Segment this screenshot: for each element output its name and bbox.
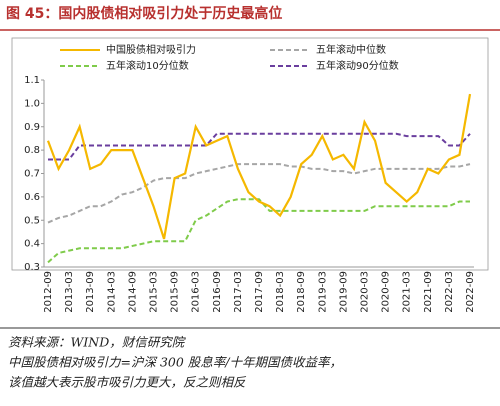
legend-label: 中国股债相对吸引力 — [106, 43, 196, 56]
y-tick-label: 0.9 — [24, 122, 40, 133]
x-tick-label: 2018-09 — [296, 271, 307, 313]
x-tick-label: 2012-09 — [43, 271, 54, 313]
series-line — [47, 163, 471, 224]
x-tick-label: 2015-09 — [170, 271, 181, 313]
y-tick-label: 0.7 — [24, 169, 40, 180]
y-tick-label: 0.3 — [24, 262, 40, 273]
x-tick-label: 2013-09 — [85, 271, 96, 313]
x-tick-label: 2013-03 — [64, 271, 75, 313]
legend-label: 五年滚动中位数 — [316, 43, 386, 56]
series-line — [48, 132, 471, 161]
source: 资料来源：WIND，财信研究院 — [8, 335, 187, 350]
note: 该值越大表示股市吸引力更大，反之则相反 — [8, 375, 247, 390]
y-tick-label: 0.5 — [24, 215, 40, 226]
x-tick-label: 2020-09 — [381, 271, 392, 313]
x-tick-label: 2016-09 — [212, 271, 223, 313]
x-tick-label: 2020-03 — [360, 271, 371, 313]
note: 中国股债相对吸引力=沪深 300 股息率/十年期国债收益率， — [8, 355, 342, 370]
series-line — [47, 198, 470, 264]
legend-label: 五年滚动10分位数 — [106, 59, 189, 72]
y-tick-label: 0.4 — [24, 239, 40, 250]
x-tick-label: 2017-03 — [233, 271, 244, 313]
chart-title: 图 45：国内股债相对吸引力处于历史最高位 — [6, 5, 282, 22]
x-tick-label: 2019-03 — [317, 271, 328, 313]
y-tick-label: 1.1 — [24, 75, 40, 86]
x-tick-label: 2022-09 — [465, 271, 476, 313]
legend-label: 五年滚动90分位数 — [316, 59, 399, 72]
x-tick-label: 2022-03 — [444, 271, 455, 313]
x-tick-label: 2021-03 — [402, 271, 413, 313]
x-tick-label: 2019-09 — [338, 271, 349, 313]
y-tick-label: 0.8 — [24, 145, 40, 156]
y-tick-label: 0.6 — [24, 192, 40, 203]
x-tick-label: 2017-09 — [254, 271, 265, 313]
x-tick-label: 2021-09 — [423, 271, 434, 313]
x-tick-label: 2014-09 — [127, 271, 138, 313]
x-tick-label: 2018-03 — [275, 271, 286, 313]
x-tick-label: 2014-03 — [106, 271, 117, 313]
plot-frame — [11, 37, 489, 271]
x-tick-label: 2016-03 — [191, 271, 202, 313]
series-line — [46, 93, 472, 240]
x-tick-label: 2015-03 — [149, 271, 160, 313]
y-tick-label: 1.0 — [24, 98, 40, 109]
